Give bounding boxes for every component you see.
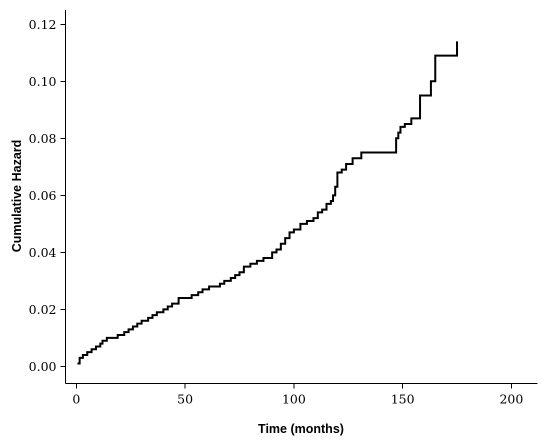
y-tick-label: 0.06 [29, 188, 57, 203]
y-tick-label: 0.00 [29, 359, 57, 374]
y-axis-title: Cumulative Hazard [10, 140, 24, 253]
y-tick-label: 0.12 [29, 17, 57, 32]
y-axis-ticks: 0.00 0.02 0.04 0.06 0.08 0.10 0.12 [29, 17, 66, 374]
y-tick-label: 0.08 [29, 131, 57, 146]
x-tick-label: 150 [391, 392, 415, 407]
y-tick-label: 0.02 [29, 302, 57, 317]
y-tick-label: 0.10 [29, 74, 57, 89]
x-tick-label: 100 [282, 392, 306, 407]
x-tick-label: 200 [499, 392, 523, 407]
x-axis-title: Time (months) [258, 422, 344, 436]
y-tick-label: 0.04 [29, 245, 57, 260]
x-tick-label: 0 [72, 392, 80, 407]
plot-area: 0 50 100 150 200 0.00 0.02 0.04 0.06 0.08 0.10 0.1… [29, 10, 538, 407]
cumulative-hazard-line [77, 41, 459, 365]
x-tick-label: 50 [177, 392, 193, 407]
x-axis-ticks: 0 50 100 150 200 [72, 383, 523, 407]
